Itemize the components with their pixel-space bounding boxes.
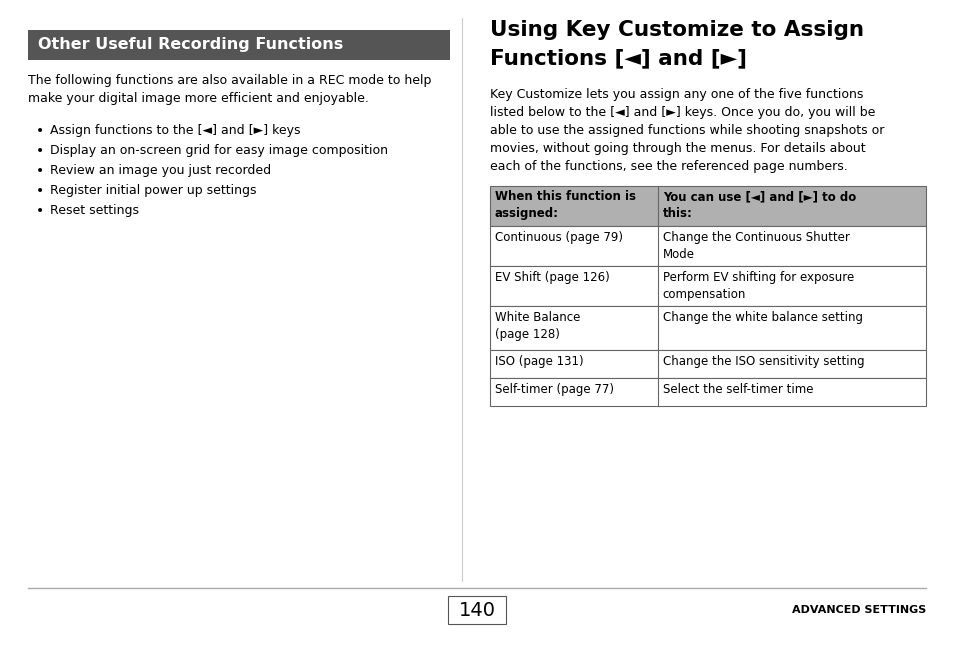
Text: Display an on-screen grid for easy image composition: Display an on-screen grid for easy image…: [50, 144, 388, 157]
Text: White Balance
(page 128): White Balance (page 128): [495, 311, 579, 341]
Text: Change the ISO sensitivity setting: Change the ISO sensitivity setting: [662, 355, 863, 368]
Text: Functions [◄] and [►]: Functions [◄] and [►]: [490, 48, 746, 68]
Text: Key Customize lets you assign any one of the five functions
listed below to the : Key Customize lets you assign any one of…: [490, 88, 883, 173]
Text: •: •: [36, 124, 44, 138]
Bar: [490, 226, 925, 266]
Text: •: •: [36, 204, 44, 218]
Text: Assign functions to the [◄] and [►] keys: Assign functions to the [◄] and [►] keys: [50, 124, 300, 137]
Text: Other Useful Recording Functions: Other Useful Recording Functions: [38, 37, 343, 52]
Text: •: •: [36, 144, 44, 158]
Bar: [490, 350, 925, 378]
Bar: [448, 596, 505, 624]
Text: Change the Continuous Shutter
Mode: Change the Continuous Shutter Mode: [662, 231, 849, 261]
Text: Reset settings: Reset settings: [50, 204, 139, 217]
Text: •: •: [36, 164, 44, 178]
Text: Change the white balance setting: Change the white balance setting: [662, 311, 862, 324]
Text: EV Shift (page 126): EV Shift (page 126): [495, 271, 609, 284]
Bar: [490, 306, 925, 350]
Text: Register initial power up settings: Register initial power up settings: [50, 184, 256, 197]
Text: When this function is
assigned:: When this function is assigned:: [495, 190, 636, 220]
Bar: [490, 266, 925, 306]
Text: The following functions are also available in a REC mode to help
make your digit: The following functions are also availab…: [28, 74, 431, 105]
Text: Select the self-timer time: Select the self-timer time: [662, 383, 813, 396]
Text: Continuous (page 79): Continuous (page 79): [495, 231, 622, 244]
Bar: [28, 30, 450, 60]
Text: Self-timer (page 77): Self-timer (page 77): [495, 383, 614, 396]
Text: Review an image you just recorded: Review an image you just recorded: [50, 164, 271, 177]
Text: ISO (page 131): ISO (page 131): [495, 355, 583, 368]
Bar: [490, 186, 925, 226]
Text: ADVANCED SETTINGS: ADVANCED SETTINGS: [791, 605, 925, 615]
Text: •: •: [36, 184, 44, 198]
Text: 140: 140: [458, 601, 495, 620]
Bar: [490, 378, 925, 406]
Text: Perform EV shifting for exposure
compensation: Perform EV shifting for exposure compens…: [662, 271, 853, 301]
Text: You can use [◄] and [►] to do
this:: You can use [◄] and [►] to do this:: [662, 190, 855, 220]
Text: Using Key Customize to Assign: Using Key Customize to Assign: [490, 20, 863, 40]
